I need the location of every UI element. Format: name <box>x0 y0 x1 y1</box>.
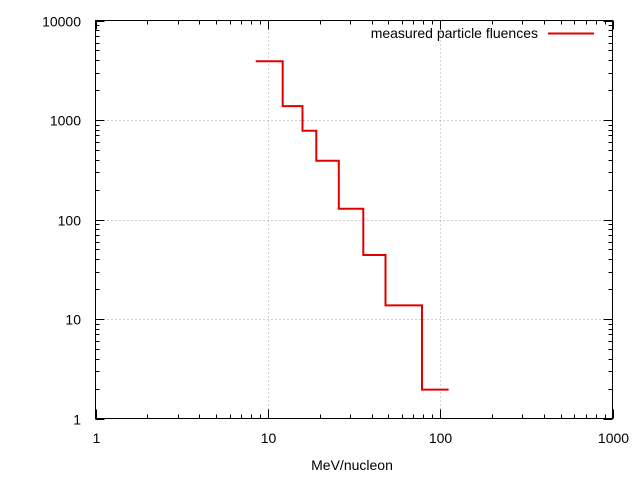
x-tick-label: 1000 <box>598 430 629 446</box>
y-tick-label: 10 <box>65 312 81 328</box>
x-tick-label: 100 <box>429 430 453 446</box>
series-group <box>255 60 449 391</box>
y-tick-label: 1000 <box>50 113 81 129</box>
x-axis-title: MeV/nucleon <box>311 457 393 473</box>
series-line <box>255 60 449 391</box>
grid-lines <box>95 20 613 419</box>
y-tick-label: 1 <box>73 412 81 428</box>
y-tick-labels: 1 10 100 1000 10000 <box>42 14 81 428</box>
y-tick-label: 100 <box>58 213 82 229</box>
axis-ticks <box>95 20 614 420</box>
x-tick-label: 1 <box>93 430 101 446</box>
y-tick-label: 10000 <box>42 14 81 30</box>
x-tick-label: 10 <box>261 430 277 446</box>
plot-frame <box>95 20 613 419</box>
x-tick-labels: 1 10 100 1000 <box>93 430 630 446</box>
legend: measured particle fluences <box>371 25 594 41</box>
legend-label: measured particle fluences <box>371 25 538 41</box>
